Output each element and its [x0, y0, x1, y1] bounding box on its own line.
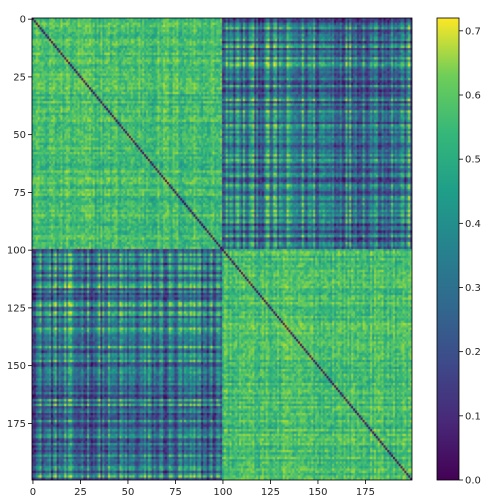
colorbar-tick-label: 0.6: [465, 91, 481, 102]
colorbar-tick-label: 0.4: [465, 219, 481, 230]
y-tick-label: 125: [7, 303, 26, 314]
x-tick-label: 0: [30, 487, 36, 498]
heatmap-frame: [31, 17, 413, 481]
heatmap-canvas: [32, 18, 412, 480]
y-tick-label: 25: [13, 72, 26, 83]
x-tick-label: 150: [308, 487, 327, 498]
y-tick-label: 75: [13, 188, 26, 199]
colorbar-tick-label: 0.0: [465, 476, 481, 487]
x-tick-label: 175: [356, 487, 375, 498]
y-axis: 0 25 50 75 100 125 150 175: [7, 15, 32, 430]
y-tick-label: 100: [7, 246, 26, 257]
colorbar-tick-label: 0.2: [465, 347, 481, 358]
colorbar-tick-label: 0.7: [465, 26, 481, 37]
heatmap-plot-area: [31, 17, 413, 481]
x-axis: 0 25 50 75 100 125 150 175: [30, 480, 375, 498]
y-tick-label: 50: [13, 130, 26, 141]
y-tick-label: 150: [7, 361, 26, 372]
x-tick-label: 75: [169, 487, 182, 498]
y-tick-label: 175: [7, 419, 26, 430]
colorbar-ticks: 0.0 0.1 0.2 0.3 0.4 0.5 0.6 0.7: [459, 26, 481, 487]
x-tick-label: 100: [213, 487, 232, 498]
y-tick-label: 0: [20, 15, 26, 26]
x-tick-label: 25: [74, 487, 87, 498]
colorbar-tick-label: 0.1: [465, 411, 481, 422]
colorbar-gradient: [437, 18, 459, 480]
colorbar-frame: [436, 17, 460, 481]
x-tick-label: 125: [261, 487, 280, 498]
x-tick-label: 50: [122, 487, 135, 498]
heatmap-cells: [32, 18, 412, 480]
colorbar-tick-label: 0.5: [465, 155, 481, 166]
colorbar: 0.0 0.1 0.2 0.3 0.4 0.5 0.6 0.7: [436, 17, 481, 487]
colorbar-tick-label: 0.3: [465, 283, 481, 294]
